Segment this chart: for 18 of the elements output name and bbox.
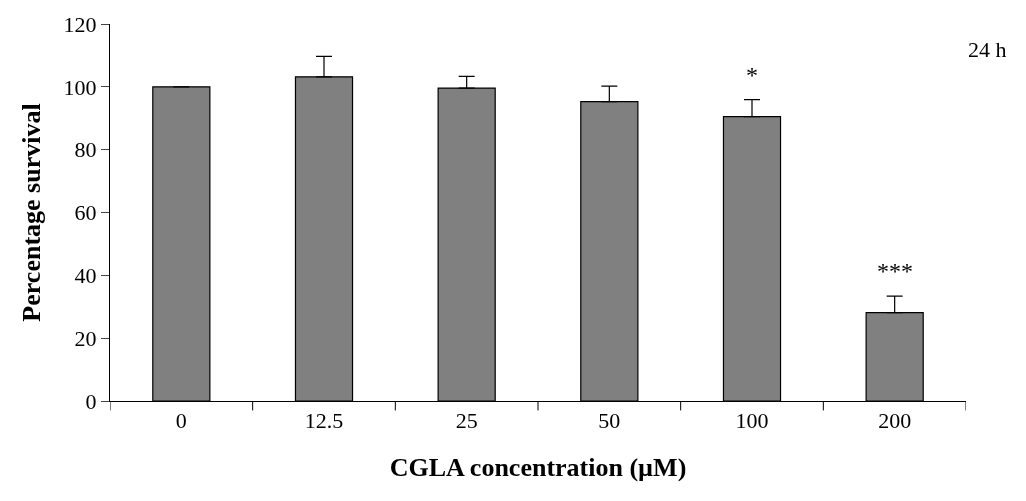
x-axis-title: CGLA concentration (µM) xyxy=(389,453,687,483)
text: 24 h xyxy=(968,37,1007,62)
y-tick-label: 0 xyxy=(85,388,97,414)
y-tick-label: 80 xyxy=(74,137,97,163)
x-tick-label: 100 xyxy=(735,408,769,434)
y-tick-label: 20 xyxy=(74,325,97,351)
x-tick-label: 0 xyxy=(175,408,187,434)
data-label: *** xyxy=(877,258,913,284)
x-tick-label: 25 xyxy=(455,408,478,434)
y-tick-label: 120 xyxy=(63,11,97,37)
x-tick-label: 200 xyxy=(878,408,912,434)
data-label: * xyxy=(746,62,758,88)
y-tick-label: 40 xyxy=(74,263,97,289)
x-tick-label: 12.5 xyxy=(304,408,344,434)
y-axis-title: Percentage survival xyxy=(17,103,46,322)
y-tick-label: 100 xyxy=(63,74,97,100)
y-tick-label: 60 xyxy=(74,200,97,226)
x-tick-label: 50 xyxy=(598,408,621,434)
